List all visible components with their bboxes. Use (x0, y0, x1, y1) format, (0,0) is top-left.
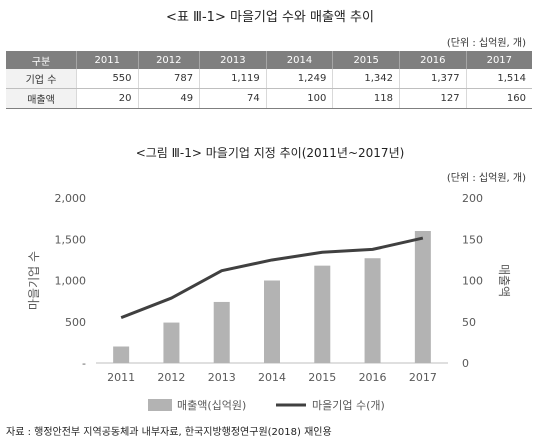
right-tick-label: 50 (462, 316, 476, 329)
table-cell: 1,249 (266, 69, 334, 89)
table-cell: 550 (76, 69, 139, 89)
right-axis-title: 매출액 (497, 264, 511, 297)
left-tick-label: 500 (65, 316, 86, 329)
header-cell: 2011 (76, 51, 139, 69)
left-tick-label: - (82, 357, 86, 370)
row-label: 기업 수 (6, 69, 77, 89)
left-tick-label: 1,500 (55, 233, 87, 246)
x-tick-label: 2014 (258, 371, 286, 384)
bar-sales-2017 (414, 231, 431, 363)
table-row: 기업 수 550 787 1,119 1,249 1,342 1,377 1,5… (6, 69, 532, 89)
chart-unit: (단위 : 십억원, 개) (446, 173, 526, 184)
header-cell: 2015 (332, 51, 400, 69)
x-tick-label: 2015 (308, 371, 336, 384)
bar-sales-2013 (213, 301, 230, 363)
header-cell: 구분 (6, 51, 77, 69)
table-cell: 49 (138, 88, 201, 109)
x-tick-label: 2012 (157, 371, 185, 384)
right-tick-label: 150 (462, 233, 483, 246)
x-tick-label: 2017 (409, 371, 437, 384)
table-cell: 1,514 (466, 69, 532, 89)
data-table: 구분 2011 2012 2013 2014 2015 2016 2017 기업… (6, 51, 532, 109)
right-tick-label: 0 (462, 357, 469, 370)
source-note: 자료 : 행정안전부 지역공동체과 내부자료, 한국지방행정연구원(2018) … (6, 427, 332, 438)
line-enterprise-count (120, 236, 424, 320)
table-title: <표 Ⅲ-1> 마을기업 수와 매출액 추이 (166, 10, 374, 25)
header-cell: 2014 (266, 51, 334, 69)
legend-label-count: 마을기업 수(개) (312, 399, 385, 412)
table-cell: 118 (332, 88, 400, 109)
bar-sales-2012 (163, 322, 180, 363)
table-header-row: 구분 2011 2012 2013 2014 2015 2016 2017 (6, 51, 532, 69)
row-label: 매출액 (6, 88, 77, 109)
legend-swatch-sales (148, 399, 172, 411)
table-cell: 74 (199, 88, 267, 109)
left-tick-label: 1,000 (55, 275, 87, 288)
table-cell: 787 (138, 69, 201, 89)
header-cell: 2016 (399, 51, 467, 69)
table-cell: 1,377 (399, 69, 467, 89)
bar-sales-2014 (264, 280, 280, 363)
table-cell: 1,342 (332, 69, 400, 89)
x-tick-label: 2016 (359, 371, 387, 384)
legend-label-sales: 매출액(십억원) (177, 399, 246, 412)
table-cell: 1,119 (199, 69, 267, 89)
right-tick-label: 200 (462, 192, 483, 205)
header-cell: 2012 (138, 51, 201, 69)
chart-title: <그림 Ⅲ-1> 마을기업 지정 추이(2011년~2017년) (135, 146, 405, 160)
x-tick-label: 2011 (107, 371, 135, 384)
header-cell: 2013 (199, 51, 267, 69)
x-tick-label: 2013 (208, 371, 236, 384)
table-cell: 20 (76, 88, 139, 109)
table-cell: 160 (466, 88, 532, 109)
bar-sales-2016 (364, 258, 381, 363)
header-cell: 2017 (466, 51, 532, 69)
table-row: 매출액 20 49 74 100 118 127 160 (6, 88, 532, 109)
left-axis-title: 마을기업 수 (27, 251, 41, 310)
bar-sales-2015 (314, 265, 331, 363)
table-cell: 127 (399, 88, 467, 109)
left-tick-label: 2,000 (55, 192, 87, 205)
right-tick-label: 100 (462, 275, 483, 288)
table-unit: (단위 : 십억원, 개) (446, 38, 526, 49)
table-cell: 100 (266, 88, 334, 109)
bar-sales-2011 (113, 346, 130, 363)
